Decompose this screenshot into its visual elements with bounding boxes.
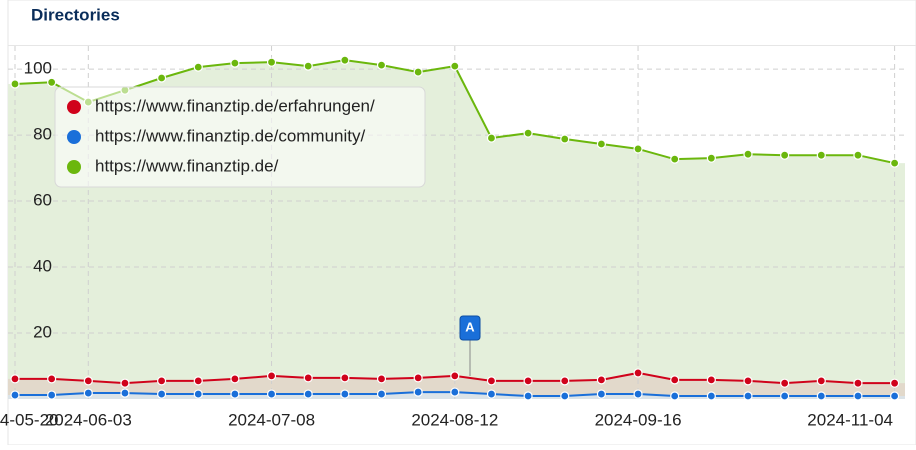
data-point (157, 376, 167, 386)
data-point (47, 77, 57, 87)
data-point (193, 389, 203, 399)
data-point (596, 139, 607, 149)
data-point (157, 73, 167, 83)
x-tick-label: 2024-05-20 (0, 410, 58, 429)
data-point (413, 67, 423, 77)
data-point (780, 150, 790, 160)
data-point (560, 391, 570, 401)
data-point (266, 371, 277, 381)
data-point (670, 154, 680, 164)
data-point (303, 389, 313, 399)
x-tick-label: 2024-11-04 (807, 410, 893, 429)
data-point (47, 374, 57, 384)
data-point (596, 375, 607, 385)
data-point (193, 376, 203, 386)
data-point (596, 389, 607, 399)
data-point (743, 391, 753, 401)
legend-marker (67, 100, 81, 114)
data-point (853, 150, 863, 160)
data-point (743, 149, 753, 159)
legend-marker (67, 160, 81, 174)
legend-label: https://www.finanztip.de/ (95, 156, 279, 175)
data-point (266, 389, 277, 399)
x-tick-label: 2024-07-08 (228, 410, 315, 429)
data-point (486, 376, 497, 386)
lines: A (10, 55, 900, 401)
legend-label: https://www.finanztip.de/community/ (95, 126, 366, 145)
data-point (450, 61, 460, 71)
data-point (157, 389, 167, 399)
data-point (633, 389, 643, 399)
legend-label: https://www.finanztip.de/erfahrungen/ (95, 96, 375, 115)
data-point (743, 376, 753, 386)
data-point (120, 388, 130, 398)
data-point (523, 128, 533, 138)
legend: https://www.finanztip.de/erfahrungen/htt… (54, 86, 426, 188)
data-point (889, 378, 900, 388)
data-point (10, 390, 20, 400)
x-tick-label: 2024-09-16 (595, 410, 682, 429)
annotation-label: A (465, 319, 475, 334)
data-point (230, 58, 240, 68)
annotation-flag (459, 315, 481, 341)
grid (8, 46, 905, 399)
chart-title: Directories (31, 5, 120, 24)
data-point (670, 391, 680, 401)
data-point (633, 368, 643, 378)
y-tick-label: 40 (33, 257, 52, 276)
data-point (47, 390, 57, 400)
data-point (230, 374, 240, 384)
data-point (450, 371, 460, 381)
data-point (450, 387, 460, 397)
data-point (670, 375, 680, 385)
data-point (633, 144, 643, 154)
y-tick-label: 80 (33, 125, 52, 144)
data-point (853, 378, 863, 388)
data-point (780, 378, 790, 388)
data-point (560, 376, 570, 386)
data-point (376, 389, 387, 399)
data-point (560, 134, 570, 144)
y-tick-label: 20 (33, 323, 52, 342)
data-point (10, 79, 20, 89)
data-point (83, 376, 93, 386)
data-point (340, 55, 350, 65)
data-point (780, 391, 790, 401)
data-point (486, 133, 497, 143)
data-point (413, 373, 423, 383)
data-point (706, 375, 716, 385)
data-point (303, 61, 313, 71)
data-point (413, 387, 423, 397)
data-point (340, 373, 350, 383)
legend-box (54, 86, 426, 188)
data-point (266, 57, 277, 67)
data-point (706, 153, 716, 163)
data-point (523, 376, 533, 386)
data-point (10, 374, 20, 384)
data-point (523, 391, 533, 401)
x-tick-label: 2024-08-12 (411, 410, 498, 429)
data-point (889, 158, 900, 168)
data-point (376, 374, 387, 384)
data-point (230, 389, 240, 399)
data-point (83, 388, 93, 398)
legend-marker (67, 130, 81, 144)
data-point (376, 60, 387, 70)
data-point (816, 376, 826, 386)
data-point (889, 391, 900, 401)
data-point (120, 378, 130, 388)
data-point (193, 62, 203, 72)
data-point (340, 389, 350, 399)
y-tick-label: 100 (24, 59, 52, 78)
data-point (853, 391, 863, 401)
data-point (486, 389, 497, 399)
data-point (816, 391, 826, 401)
x-tick-label: 2024-06-03 (45, 410, 132, 429)
data-point (303, 373, 313, 383)
y-tick-label: 60 (33, 191, 52, 210)
data-point (706, 391, 716, 401)
data-point (816, 150, 826, 160)
